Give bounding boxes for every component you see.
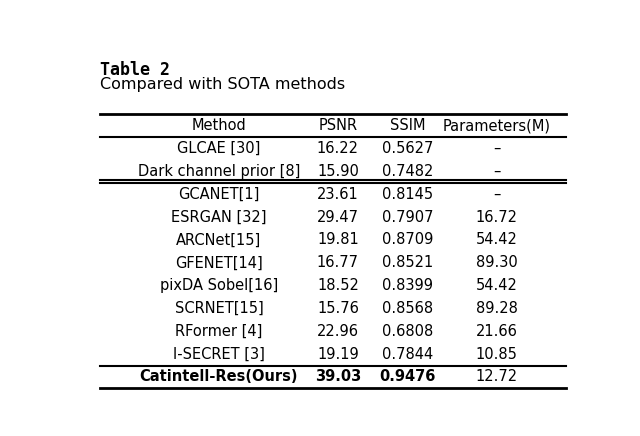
Text: GFENET[14]: GFENET[14] [175, 255, 263, 270]
Text: RFormer [4]: RFormer [4] [175, 324, 262, 339]
Text: 0.8709: 0.8709 [381, 232, 433, 248]
Text: SSIM: SSIM [390, 118, 425, 133]
Text: 54.42: 54.42 [476, 278, 518, 293]
Text: 54.42: 54.42 [476, 232, 518, 248]
Text: 0.7482: 0.7482 [381, 164, 433, 179]
Text: PSNR: PSNR [318, 118, 358, 133]
Text: –: – [493, 164, 500, 179]
Text: 0.7844: 0.7844 [381, 347, 433, 361]
Text: pixDA Sobel[16]: pixDA Sobel[16] [160, 278, 278, 293]
Text: GLCAE [30]: GLCAE [30] [177, 141, 260, 156]
Text: 12.72: 12.72 [476, 369, 518, 385]
Text: –: – [493, 187, 500, 202]
Text: 0.8145: 0.8145 [382, 187, 433, 202]
Text: Compared with SOTA methods: Compared with SOTA methods [100, 78, 345, 92]
Text: 0.8568: 0.8568 [382, 301, 433, 316]
Text: Dark channel prior [8]: Dark channel prior [8] [138, 164, 300, 179]
Text: 29.47: 29.47 [317, 210, 359, 225]
Text: 89.28: 89.28 [476, 301, 518, 316]
Text: 0.8521: 0.8521 [381, 255, 433, 270]
Text: 0.8399: 0.8399 [382, 278, 433, 293]
Text: Method: Method [191, 118, 246, 133]
Text: 15.90: 15.90 [317, 164, 359, 179]
Text: 16.77: 16.77 [317, 255, 359, 270]
Text: 19.81: 19.81 [317, 232, 359, 248]
Text: Parameters(M): Parameters(M) [443, 118, 550, 133]
Text: GCANET[1]: GCANET[1] [178, 187, 260, 202]
Text: Catintell-Res(Ours): Catintell-Res(Ours) [140, 369, 298, 385]
Text: 15.76: 15.76 [317, 301, 359, 316]
Text: 89.30: 89.30 [476, 255, 518, 270]
Text: 18.52: 18.52 [317, 278, 359, 293]
Text: 0.7907: 0.7907 [381, 210, 433, 225]
Text: 0.6808: 0.6808 [381, 324, 433, 339]
Text: 23.61: 23.61 [317, 187, 359, 202]
Text: 0.5627: 0.5627 [381, 141, 433, 156]
Text: ESRGAN [32]: ESRGAN [32] [171, 210, 267, 225]
Text: –: – [493, 141, 500, 156]
Text: I-SECRET [3]: I-SECRET [3] [173, 347, 265, 361]
Text: Table 2: Table 2 [100, 61, 170, 79]
Text: 10.85: 10.85 [476, 347, 518, 361]
Text: 22.96: 22.96 [317, 324, 359, 339]
Text: 19.19: 19.19 [317, 347, 359, 361]
Text: 0.9476: 0.9476 [379, 369, 436, 385]
Text: 39.03: 39.03 [315, 369, 361, 385]
Text: SCRNET[15]: SCRNET[15] [175, 301, 263, 316]
Text: 16.72: 16.72 [476, 210, 518, 225]
Text: 21.66: 21.66 [476, 324, 518, 339]
Text: 16.22: 16.22 [317, 141, 359, 156]
Text: ARCNet[15]: ARCNet[15] [176, 232, 262, 248]
